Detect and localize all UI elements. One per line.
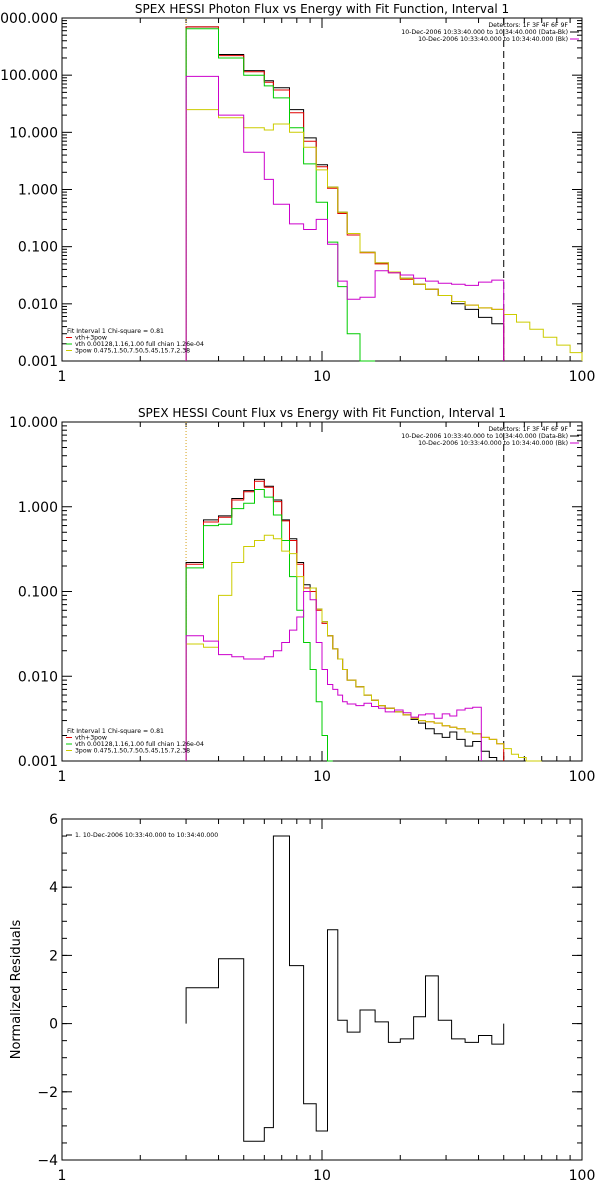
y-tick-label: −4: [37, 1153, 58, 1169]
y-tick-label: −2: [37, 1085, 58, 1101]
chart-panel-2: SPEX HESSI Count Flux vs Energy with Fit…: [9, 406, 595, 785]
plot-frame: [61, 818, 583, 1161]
y-tick-label: 10.000: [9, 125, 58, 141]
chart-title: SPEX HESSI Count Flux vs Energy with Fit…: [138, 406, 506, 420]
chart-title: SPEX HESSI Photon Flux vs Energy with Fi…: [135, 2, 509, 16]
legend-entry-1: Fit Interval 1 Chi-square = 0.81: [67, 328, 164, 335]
legend-entry-3: vth 0.00128,1.16,1.00 full chian 1.26e-0…: [75, 741, 204, 748]
legend-entry-1: Fit Interval 1 Chi-square = 0.81: [67, 728, 164, 735]
legend-entry-2: vth+3pow: [75, 735, 107, 742]
x-tick-label: 1: [58, 1168, 67, 1184]
y-tick-label: 0.001: [18, 354, 58, 370]
y-tick-label: 2: [49, 948, 58, 964]
x-tick-label: 1: [58, 369, 67, 385]
y-tick-label: 0.100: [18, 585, 58, 601]
y-tick-label: 6: [49, 812, 58, 828]
y-tick-label: 0.010: [18, 297, 58, 313]
y-axis-label: Normalized Residuals: [9, 920, 24, 1060]
header-line-2: 10-Dec-2006 10:33:40.000 to 10:34:40.000…: [401, 29, 568, 36]
header-line-1: Detectors: 1F 3F 4F 6F 9F: [488, 22, 568, 29]
header-line-3: 10-Dec-2006 10:33:40.000 to 10:34:40.000…: [418, 440, 568, 447]
y-tick-label: 0.010: [18, 669, 58, 685]
x-tick-label: 100: [569, 369, 596, 385]
y-tick-label: 1.000: [18, 183, 58, 199]
legend-entry-3: vth 0.00128,1.16,1.00 full chian 1.26e-0…: [75, 341, 204, 348]
series-line-1: [185, 26, 505, 361]
series-line-3: [185, 489, 333, 762]
x-tick-label: 100: [569, 1168, 596, 1184]
legend-entry-1: 1. 10-Dec-2006 10:33:40.000 to 10:34:40.…: [75, 832, 218, 839]
header-line-3: 10-Dec-2006 10:33:40.000 to 10:34:40.000…: [418, 36, 568, 43]
y-tick-label: 100.000: [0, 68, 58, 84]
x-tick-label: 10: [313, 769, 331, 785]
header-line-1: Detectors: 1F 3F 4F 6F 9F: [488, 426, 568, 433]
legend-entry-4: 3pow 0.475,1.50,7.50,5.45,15.7,2.38: [75, 748, 190, 755]
header-line-2: 10-Dec-2006 10:33:40.000 to 10:34:40.000…: [401, 433, 568, 440]
legend-entry-2: vth+3pow: [75, 335, 107, 342]
chart-panel-3: 1 10 100 −4 −2 0 2 4 6 Normalized Residuals 1. 10-…: [9, 812, 595, 1184]
series-line-3: [185, 28, 376, 362]
y-tick-label: 0.001: [18, 754, 58, 770]
y-tick-label: 4: [49, 880, 58, 896]
series-line-5: [185, 591, 482, 761]
y-tick-label: 1.000: [18, 500, 58, 516]
y-tick-label: 0.100: [18, 240, 58, 256]
series-line-1: [185, 478, 504, 762]
x-tick-label: 10: [313, 369, 331, 385]
series-line-4: [185, 109, 583, 361]
legend-entry-4: 3pow 0.475,1.50,7.50,5.45,15.7,2.38: [75, 348, 190, 355]
series-line-2: [185, 480, 505, 761]
y-tick-label: 10.000: [9, 415, 58, 431]
y-tick-label: 0: [49, 1017, 58, 1033]
x-tick-label: 1: [58, 769, 67, 785]
series-line-1: [185, 835, 505, 1142]
series-line-2: [185, 26, 505, 361]
chart-panel-1: SPEX HESSI Photon Flux vs Energy with Fi…: [0, 2, 595, 385]
x-tick-label: 10: [313, 1168, 331, 1184]
x-tick-label: 100: [569, 769, 596, 785]
series-line-4: [185, 534, 542, 762]
series-line-5: [185, 75, 505, 361]
